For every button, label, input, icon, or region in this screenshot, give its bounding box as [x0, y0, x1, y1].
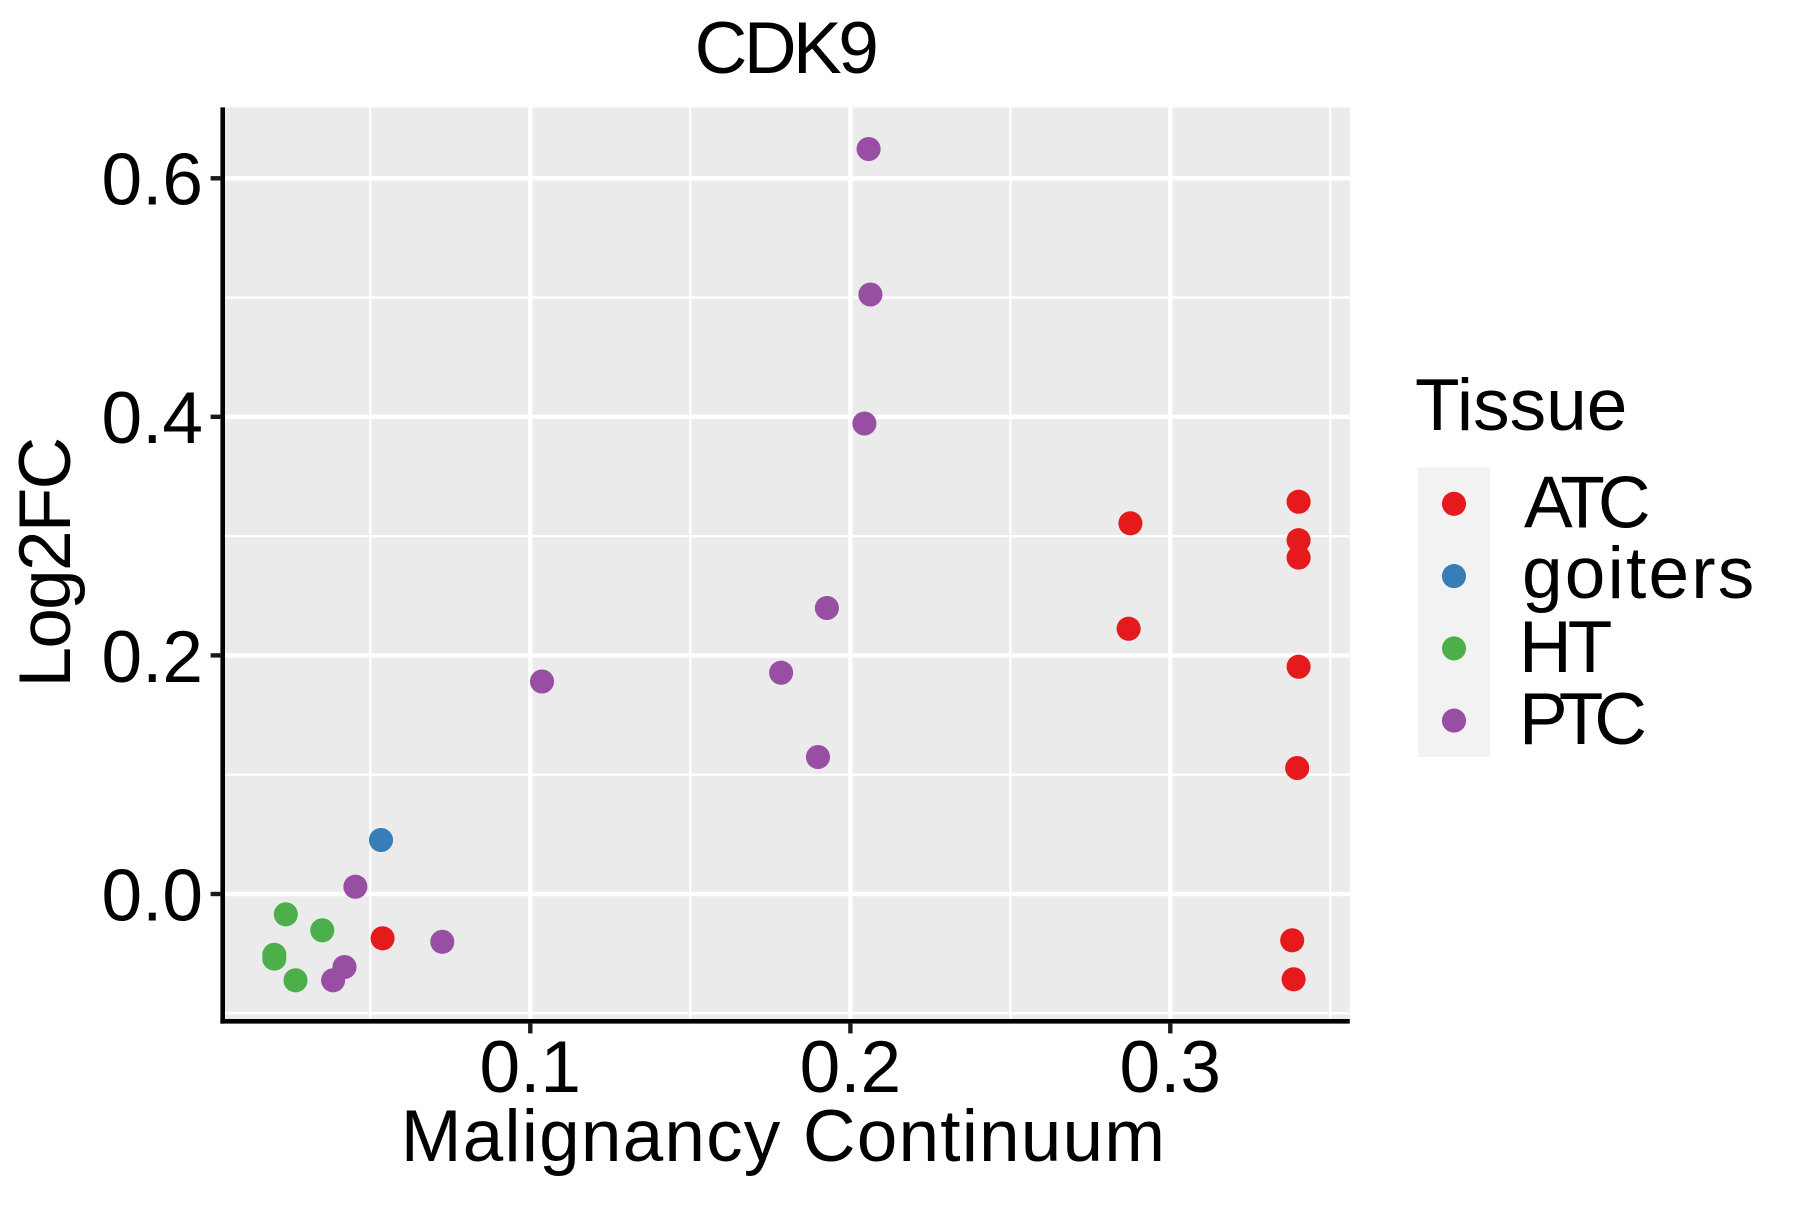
svg-text:goiters: goiters — [1522, 533, 1757, 614]
svg-text:ATC: ATC — [1524, 462, 1648, 543]
svg-text:Malignancy Continuum: Malignancy Continuum — [401, 1096, 1167, 1177]
svg-text:0.6: 0.6 — [102, 140, 203, 221]
svg-text:0.3: 0.3 — [1120, 1027, 1221, 1108]
svg-text:Log2FC: Log2FC — [5, 439, 86, 688]
svg-text:Tissue: Tissue — [1415, 365, 1627, 446]
svg-text:HT: HT — [1519, 607, 1611, 688]
svg-text:PTC: PTC — [1519, 679, 1644, 760]
svg-text:0.0: 0.0 — [102, 855, 203, 936]
svg-text:CDK9: CDK9 — [695, 8, 877, 89]
svg-text:0.2: 0.2 — [800, 1027, 901, 1108]
svg-text:0.2: 0.2 — [102, 617, 203, 698]
svg-text:0.4: 0.4 — [102, 378, 203, 459]
svg-text:0.1: 0.1 — [480, 1027, 581, 1108]
